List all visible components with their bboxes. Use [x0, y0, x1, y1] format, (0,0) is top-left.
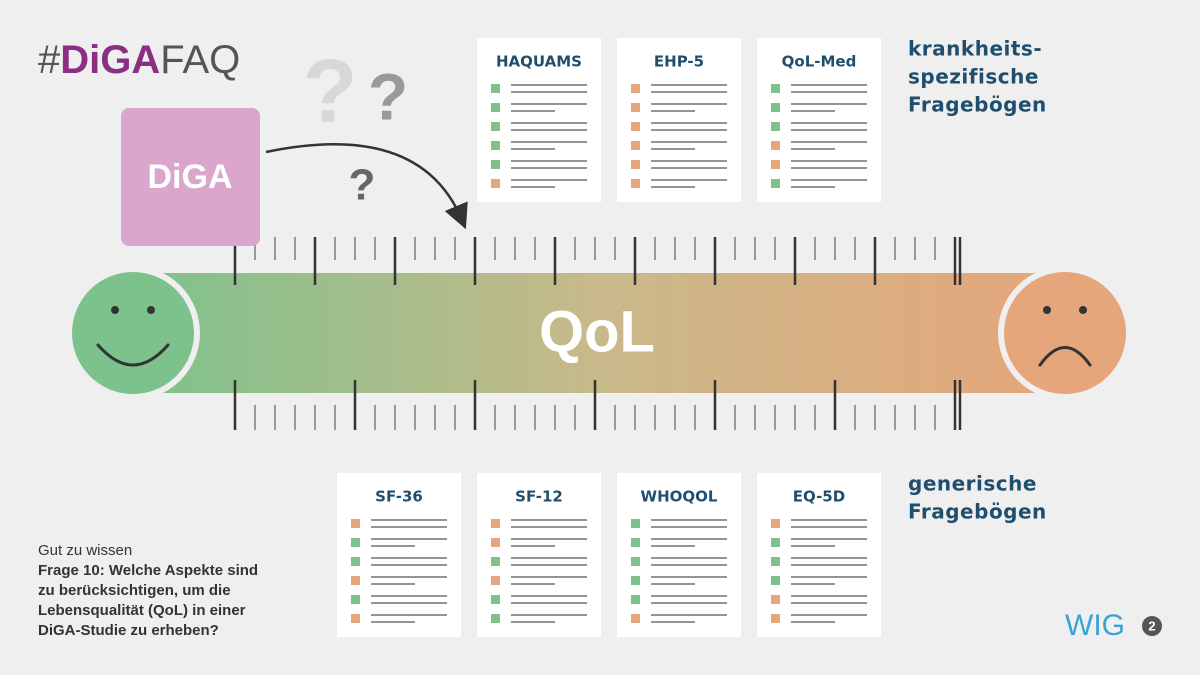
checkbox [491, 141, 500, 150]
checkbox [351, 519, 360, 528]
checkbox [491, 538, 500, 547]
happy-face [66, 266, 200, 400]
checkbox [491, 557, 500, 566]
checkbox [771, 595, 780, 604]
card [477, 38, 601, 202]
checkbox [771, 179, 780, 188]
checkbox [351, 557, 360, 566]
suffix: FAQ [160, 38, 240, 82]
checkbox [771, 84, 780, 93]
caption: krankheits- [908, 37, 1042, 61]
checkbox [631, 557, 640, 566]
card-title: HAQUAMS [496, 53, 582, 71]
hash: # [38, 38, 61, 82]
checkbox [771, 614, 780, 623]
eye [1079, 306, 1087, 314]
checkbox [631, 595, 640, 604]
checkbox [491, 160, 500, 169]
checkbox [771, 103, 780, 112]
checkbox [771, 122, 780, 131]
checkbox [771, 160, 780, 169]
card [757, 473, 881, 637]
checkbox [771, 538, 780, 547]
scale-ticks [233, 237, 962, 430]
diga-label: DiGA [148, 158, 233, 196]
checkbox [631, 519, 640, 528]
checkbox [491, 179, 500, 188]
checkbox [491, 519, 500, 528]
note-line: zu berücksichtigen, um die [38, 582, 231, 599]
checkbox [491, 122, 500, 131]
logo-text: WIG [1065, 609, 1125, 642]
card [617, 473, 741, 637]
card-title: EHP-5 [654, 53, 704, 71]
note-kicker: Gut zu wissen [38, 542, 132, 559]
card [337, 473, 461, 637]
caption: Fragebögen [908, 93, 1047, 117]
checkbox [351, 595, 360, 604]
checkbox [631, 160, 640, 169]
note-line: DiGA-Studie zu erheben? [38, 622, 219, 639]
checkbox [631, 576, 640, 585]
checkbox [351, 614, 360, 623]
card-title: QoL-Med [782, 53, 857, 71]
caption: spezifische [908, 65, 1039, 89]
question-mark: ? [303, 42, 358, 142]
arrow [265, 143, 468, 230]
checkbox [491, 614, 500, 623]
checkbox [771, 519, 780, 528]
logo-badge-text: 2 [1148, 618, 1155, 633]
qol-bar [130, 273, 1065, 393]
checkbox [491, 576, 500, 585]
checkbox [491, 103, 500, 112]
hashtag: #DiGAFAQ [38, 38, 240, 82]
card [617, 38, 741, 202]
eye [111, 306, 119, 314]
diga-box [121, 108, 260, 246]
frown [1038, 346, 1092, 367]
checkbox [631, 614, 640, 623]
checkbox [631, 179, 640, 188]
checkbox [631, 103, 640, 112]
card-title: SF-36 [375, 488, 423, 506]
logo-badge [1142, 616, 1162, 636]
card-title: WHOQOL [641, 488, 718, 506]
note-line: Lebensqualität (QoL) in einer [38, 602, 246, 619]
questionnaire-cards: HAQUAMS EHP-5 QoL-Med SF-36 SF-12 WHOQOL EQ-5D [337, 38, 881, 637]
card-title: EQ-5D [793, 488, 845, 506]
question-mark: ? [368, 59, 408, 133]
checkbox [771, 141, 780, 150]
checkbox [351, 538, 360, 547]
eye [1043, 306, 1051, 314]
eye [147, 306, 155, 314]
sad-face [998, 266, 1132, 400]
checkbox [631, 122, 640, 131]
checkbox [631, 538, 640, 547]
checkbox [351, 576, 360, 585]
checkbox [491, 84, 500, 93]
checkbox [771, 557, 780, 566]
caption: generische [908, 472, 1037, 496]
question-mark: ? [349, 161, 376, 210]
qol-label: QoL [539, 299, 655, 364]
checkbox [771, 576, 780, 585]
brand: DiGA [60, 38, 160, 82]
checkbox [491, 595, 500, 604]
card [477, 473, 601, 637]
card-title: SF-12 [515, 488, 563, 506]
caption: Fragebögen [908, 500, 1047, 524]
checkbox [631, 141, 640, 150]
smile [96, 343, 170, 367]
card [757, 38, 881, 202]
checkbox [631, 84, 640, 93]
note-line: Frage 10: Welche Aspekte sind [38, 562, 258, 579]
